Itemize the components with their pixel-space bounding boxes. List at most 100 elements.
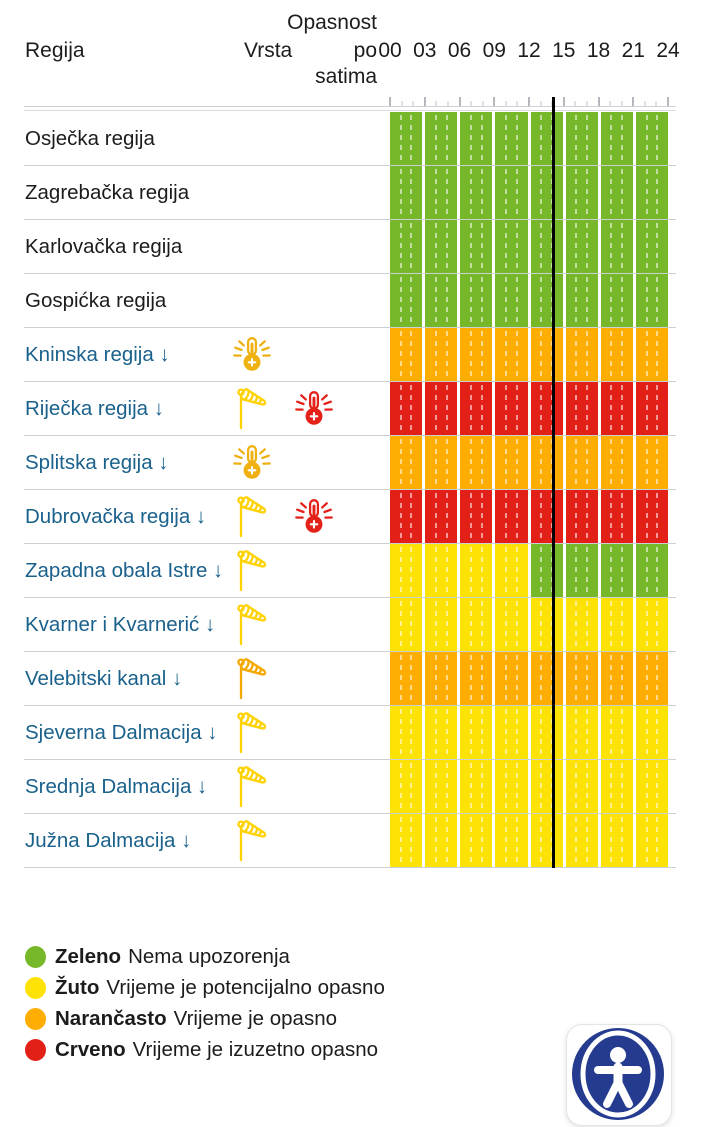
hour-label: 18 [586, 39, 611, 62]
region-link[interactable]: Zapadna obala Istre ↓ [25, 559, 224, 582]
warning-segment-red [390, 490, 423, 544]
warning-segment-green [635, 274, 668, 328]
region-link[interactable]: Splitska regija ↓ [25, 451, 169, 474]
region-row: Osječka regija [0, 112, 701, 166]
region-row: Kvarner i Kvarnerić ↓ [0, 598, 701, 652]
warning-segment-yellow [635, 598, 668, 652]
warning-segment-yellow [460, 814, 493, 868]
warning-segment-red [635, 382, 668, 436]
legend-item-yellow: Žuto Vrijeme je potencijalno opasno [25, 972, 385, 1003]
hourly-warning-cells [390, 328, 668, 382]
warning-segment-green [425, 112, 458, 166]
warning-segment-orange [530, 328, 563, 382]
region-row: Sjeverna Dalmacija ↓ [0, 706, 701, 760]
warning-segment-green [460, 220, 493, 274]
hourly-warning-cells [390, 706, 668, 760]
warning-segment-orange [635, 652, 668, 706]
region-link[interactable]: Velebitski kanal ↓ [25, 667, 183, 690]
region-link[interactable]: Riječka regija ↓ [25, 397, 164, 420]
warning-segment-green [600, 274, 633, 328]
warning-segment-green [600, 220, 633, 274]
heat-thermometer-icon [232, 332, 272, 378]
region-row: Splitska regija ↓ [0, 436, 701, 490]
legend-description: Vrijeme je potencijalno opasno [106, 975, 385, 999]
warning-segment-green [495, 274, 528, 328]
region-link[interactable]: Dubrovačka regija ↓ [25, 505, 207, 528]
warning-segment-yellow [600, 598, 633, 652]
heat-thermometer-icon [232, 440, 272, 486]
warning-table: Osječka regija Zagrebačka regija Karlovačk… [0, 112, 701, 868]
region-row: Riječka regija ↓ [0, 382, 701, 436]
hazard-type-icons [232, 386, 334, 432]
warning-segment-yellow [600, 760, 633, 814]
ruler-tick [389, 97, 391, 106]
hourly-warning-cells [390, 436, 668, 490]
warning-segment-yellow [495, 598, 528, 652]
legend-name: Žuto [55, 975, 100, 999]
warning-segment-green [425, 220, 458, 274]
region-label: Osječka regija [25, 127, 155, 150]
warning-segment-orange [495, 652, 528, 706]
legend-name: Narančasto [55, 1006, 167, 1030]
warning-segment-red [425, 490, 458, 544]
green-dot-icon [25, 945, 46, 968]
warning-segment-red [600, 382, 633, 436]
warning-segment-red [460, 490, 493, 544]
ruler-tick [644, 101, 646, 106]
warning-segment-orange [565, 652, 598, 706]
warning-segment-orange [635, 436, 668, 490]
warning-segment-green [530, 166, 563, 220]
region-link[interactable]: Južna Dalmacija ↓ [25, 829, 192, 852]
warning-segment-orange [390, 436, 423, 490]
warning-segment-yellow [635, 760, 668, 814]
region-label: Karlovačka regija [25, 235, 183, 258]
warning-segment-red [390, 382, 423, 436]
warning-segment-green [530, 220, 563, 274]
region-link[interactable]: Kvarner i Kvarnerić ↓ [25, 613, 216, 636]
region-link[interactable]: Kninska regija ↓ [25, 343, 170, 366]
warning-segment-yellow [390, 814, 423, 868]
ruler-tick [609, 101, 611, 106]
hour-label: 06 [447, 39, 472, 62]
warning-segment-green [635, 220, 668, 274]
legend-item-orange: Narančasto Vrijeme je opasno [25, 1003, 385, 1034]
warning-segment-yellow [565, 814, 598, 868]
ruler-tick [516, 101, 518, 106]
ruler-tick [621, 101, 623, 106]
region-row: Zagrebačka regija [0, 166, 701, 220]
warning-segment-red [495, 490, 528, 544]
hazard-type-icons [232, 440, 272, 486]
warning-segment-green [565, 166, 598, 220]
warning-segment-green [495, 166, 528, 220]
warning-segment-yellow [530, 814, 563, 868]
warning-segment-yellow [530, 760, 563, 814]
warning-segment-orange [495, 436, 528, 490]
ruler-tick [597, 97, 600, 106]
hazard-type-icons [232, 602, 272, 648]
warning-segment-yellow [565, 760, 598, 814]
warning-segment-orange [600, 652, 633, 706]
hazard-type-icons [232, 656, 272, 702]
warning-segment-orange [390, 652, 423, 706]
legend: Zeleno Nema upozorenja Žuto Vrijeme je p… [25, 941, 385, 1065]
hourly-warning-cells [390, 652, 668, 706]
windsock-icon [232, 602, 272, 648]
warning-segment-green [565, 274, 598, 328]
warning-segment-green [565, 220, 598, 274]
region-link[interactable]: Srednja Dalmacija ↓ [25, 775, 208, 798]
warning-segment-green [390, 274, 423, 328]
hourly-warning-cells [390, 760, 668, 814]
warning-segment-yellow [425, 544, 458, 598]
ruler-tick [482, 101, 484, 106]
ruler-tick [401, 101, 403, 106]
region-link[interactable]: Sjeverna Dalmacija ↓ [25, 721, 218, 744]
region-row: Srednja Dalmacija ↓ [0, 760, 701, 814]
ruler-tick [562, 97, 565, 106]
ruler-tick [412, 101, 414, 106]
ruler-tick [632, 97, 635, 106]
legend-description: Nema upozorenja [128, 944, 290, 968]
warning-segment-orange [460, 436, 493, 490]
warning-segment-yellow [425, 814, 458, 868]
accessibility-button[interactable] [570, 1026, 666, 1122]
warning-segment-green [635, 544, 668, 598]
